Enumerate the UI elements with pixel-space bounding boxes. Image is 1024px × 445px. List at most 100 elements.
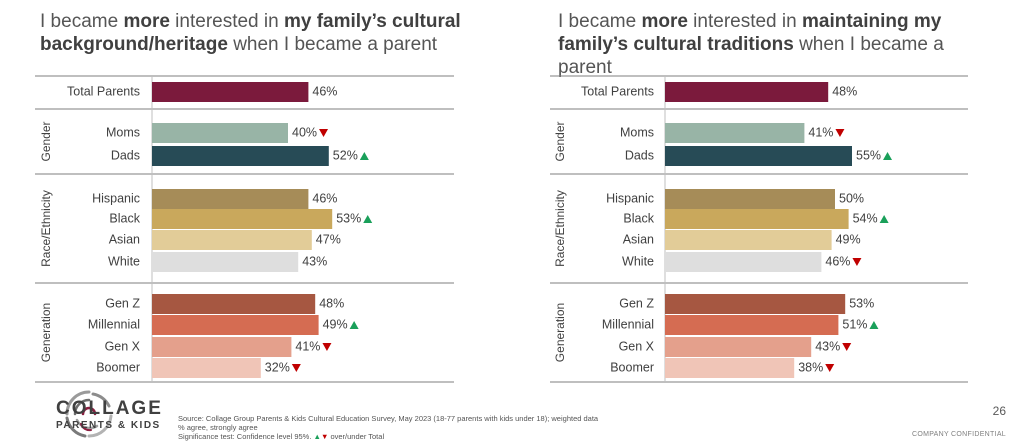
triangle-down-icon xyxy=(852,258,862,266)
category-label: Boomer xyxy=(610,360,654,374)
group-label: Gender xyxy=(553,121,567,161)
data-label: 49% xyxy=(323,317,348,331)
category-label: Black xyxy=(623,211,654,225)
bar xyxy=(665,209,849,229)
category-label: Asian xyxy=(109,232,140,246)
bar xyxy=(665,337,812,357)
data-label: 41% xyxy=(295,339,320,353)
triangle-up-icon xyxy=(883,152,893,160)
significance-note: Significance test: Confidence level 95%.… xyxy=(178,432,384,441)
category-label: White xyxy=(108,254,140,268)
title-part: interested in xyxy=(169,11,284,32)
category-label: Total Parents xyxy=(67,84,140,98)
group-label: Generation xyxy=(553,303,567,362)
data-label: 48% xyxy=(319,296,344,310)
title-part: I became xyxy=(558,11,642,32)
confidential-label: COMPANY CONFIDENTIAL xyxy=(911,431,1006,438)
category-label: Hispanic xyxy=(92,191,140,205)
bar xyxy=(152,358,261,378)
triangle-down-icon xyxy=(825,364,835,372)
category-label: Gen Z xyxy=(619,296,654,310)
bar xyxy=(665,123,805,143)
data-label: 55% xyxy=(856,148,881,162)
category-label: Moms xyxy=(620,125,654,139)
group-label: Generation xyxy=(39,303,53,362)
data-label: 46% xyxy=(312,84,337,98)
data-label: 40% xyxy=(292,125,317,139)
category-label: Millennial xyxy=(602,317,654,331)
data-label: 32% xyxy=(265,360,290,374)
data-label: 48% xyxy=(832,84,857,98)
triangle-up-icon xyxy=(349,321,359,329)
bar xyxy=(152,294,316,314)
bar xyxy=(665,315,839,335)
category-label: Black xyxy=(109,211,140,225)
data-label: 43% xyxy=(815,339,840,353)
title-part: when I became a parent xyxy=(558,34,944,78)
bar xyxy=(152,82,309,102)
triangle-down-icon xyxy=(322,343,332,351)
bar xyxy=(665,189,835,209)
data-label: 43% xyxy=(302,254,327,268)
category-label: Gen X xyxy=(105,339,141,353)
data-label: 50% xyxy=(839,191,864,205)
bar xyxy=(152,315,319,335)
logo-wordmark: COLLAGE xyxy=(56,398,163,419)
triangle-down-icon xyxy=(835,129,845,137)
bar xyxy=(665,82,829,102)
category-label: Gen Z xyxy=(105,296,140,310)
source-note: Source: Collage Group Parents & Kids Cul… xyxy=(178,414,599,423)
data-label: 53% xyxy=(336,211,361,225)
category-label: Hispanic xyxy=(606,191,654,205)
category-label: Gen X xyxy=(619,339,655,353)
data-label: 46% xyxy=(825,254,850,268)
category-label: Asian xyxy=(623,232,654,246)
data-label: 52% xyxy=(333,148,358,162)
group-label: Gender xyxy=(39,121,53,161)
title-part-bold: my family’s cultural background/heritage xyxy=(40,11,461,55)
group-label: Race/Ethnicity xyxy=(39,190,53,267)
triangle-down-icon xyxy=(291,364,301,372)
triangle-up-icon xyxy=(363,215,373,223)
title-part-bold: maintaining my family’s cultural traditi… xyxy=(558,11,942,55)
metric-note: % agree, strongly agree xyxy=(178,423,258,432)
significance-suffix: over/under Total xyxy=(328,432,385,441)
data-label: 41% xyxy=(808,125,833,139)
bar xyxy=(152,252,299,272)
category-label: Moms xyxy=(106,125,140,139)
bar xyxy=(152,123,288,143)
data-label: 49% xyxy=(836,232,861,246)
significance-text: Significance test: Confidence level 95%. xyxy=(178,432,314,441)
chart-title-left: I became more interested in my family’s … xyxy=(40,10,480,56)
triangle-up-icon xyxy=(869,321,879,329)
data-label: 53% xyxy=(849,296,874,310)
data-label: 38% xyxy=(798,360,823,374)
triangle-up-icon xyxy=(879,215,889,223)
chart-title-right: I became more interested in maintaining … xyxy=(558,10,998,79)
triangle-down-icon xyxy=(319,129,329,137)
category-label: Millennial xyxy=(88,317,140,331)
title-part: when I became a parent xyxy=(227,34,438,55)
bar xyxy=(665,230,832,250)
category-label: Boomer xyxy=(96,360,140,374)
data-label: 47% xyxy=(316,232,341,246)
triangle-down-icon: ▼ xyxy=(320,432,329,441)
bar xyxy=(152,189,309,209)
bar xyxy=(665,146,852,166)
category-label: Dads xyxy=(111,148,140,162)
title-part-bold: more xyxy=(123,11,170,32)
logo-subtitle: PARENTS & KIDS xyxy=(56,420,161,431)
triangle-down-icon xyxy=(842,343,852,351)
bar xyxy=(152,337,292,357)
data-label: 51% xyxy=(842,317,867,331)
category-label: Total Parents xyxy=(581,84,654,98)
bar xyxy=(665,294,846,314)
collage-logo-icon xyxy=(65,390,113,438)
page-number: 26 xyxy=(992,404,1006,418)
category-label: Dads xyxy=(625,148,654,162)
data-label: 46% xyxy=(312,191,337,205)
bar xyxy=(665,358,795,378)
category-label: White xyxy=(622,254,654,268)
title-part: I became xyxy=(40,11,124,32)
